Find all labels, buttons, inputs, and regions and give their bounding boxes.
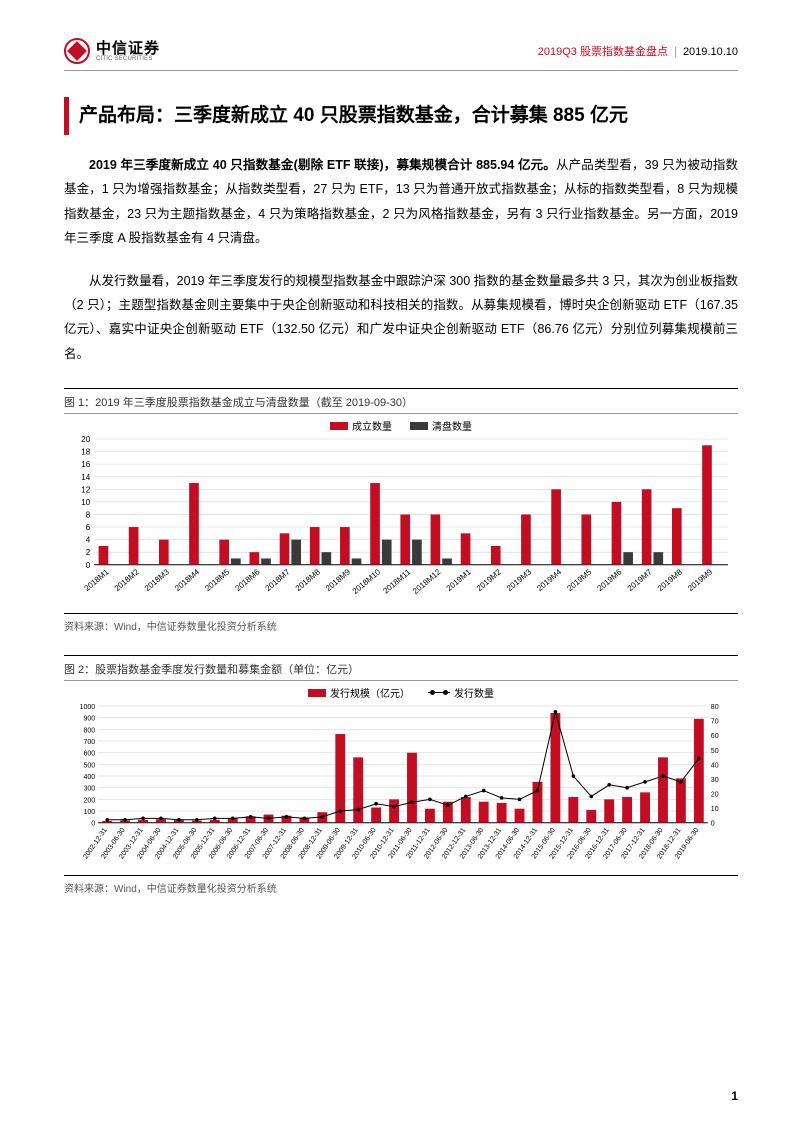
svg-text:2019M1: 2019M1 [445,567,473,593]
svg-text:14: 14 [81,473,90,482]
fig2-chart: 0 100 200 300 400 500 600 700 800 900 1000 0 10 20 30 4… [64,702,738,873]
svg-text:900: 900 [83,716,95,723]
header-meta: 2019Q3 股票指数基金盘点 | 2019.10.10 [538,43,738,59]
svg-text:2019M2: 2019M2 [475,567,503,593]
fig1-chart: 024681012141618202018M12018M22018M32018M… [64,435,738,611]
header-title: 2019Q3 股票指数基金盘点 [538,46,668,58]
svg-text:600: 600 [83,751,95,758]
svg-text:50: 50 [711,748,719,755]
svg-text:4: 4 [86,536,91,545]
svg-text:300: 300 [83,786,95,793]
fig2-source: 资料来源：Wind，中信证券数量化投资分析系统 [64,875,738,895]
svg-text:2: 2 [86,548,91,557]
svg-text:20: 20 [81,435,90,444]
fig2-chart-box: 发行规模（亿元） 发行数量 01002003004005006007008009… [64,680,738,873]
title-accent-bar [64,97,69,135]
svg-text:2018M8: 2018M8 [294,567,322,593]
svg-text:2018M2: 2018M2 [113,567,141,593]
section-title-text: 产品布局：三季度新成立 40 只股票指数基金，合计募集 885 亿元 [79,97,738,135]
svg-text:30: 30 [711,777,719,784]
svg-text:2018M6: 2018M6 [233,567,261,593]
page-header: 中信证券 CITIC SECURITIES 2019Q3 股票指数基金盘点 | … [64,38,738,71]
fig2-legend: 发行规模（亿元） 发行数量 [64,685,738,700]
section-title: 产品布局：三季度新成立 40 只股票指数基金，合计募集 885 亿元 [64,97,738,135]
svg-text:10: 10 [81,498,90,507]
svg-text:70: 70 [711,719,719,726]
para1-bold: 2019 年三季度新成立 40 只指数基金(剔除 ETF 联接)，募集规模合计 … [89,158,556,172]
header-date: 2019.10.10 [683,46,738,58]
svg-text:16: 16 [81,460,90,469]
svg-text:6: 6 [86,523,91,532]
svg-text:2018M9: 2018M9 [324,567,352,593]
logo-icon [64,38,90,64]
svg-text:10: 10 [711,806,719,813]
svg-text:2018M5: 2018M5 [203,567,231,593]
logo-en: CITIC SECURITIES [96,56,160,62]
svg-text:2019M8: 2019M8 [656,567,684,593]
fig1-legend: 成立数量 清盘数量 [64,418,738,433]
page-number: 1 [731,1089,738,1103]
fig2-caption: 图 2：股票指数基金季度发行数量和募集金额（单位：亿元） [64,655,738,680]
legend-label-liquidated: 清盘数量 [432,418,472,433]
svg-text:0: 0 [711,821,715,828]
legend-swatch-established [330,422,348,430]
logo-cn: 中信证券 [96,41,160,56]
svg-text:80: 80 [711,704,719,711]
svg-text:2019M3: 2019M3 [505,567,533,593]
legend-label-count: 发行数量 [454,685,494,700]
svg-text:8: 8 [86,510,91,519]
svg-text:2018M7: 2018M7 [264,567,292,593]
logo: 中信证券 CITIC SECURITIES [64,38,160,64]
svg-text:200: 200 [83,797,95,804]
paragraph-2: 从发行数量看，2019 年三季度发行的规模型指数基金中跟踪沪深 300 指数的基… [64,269,738,367]
svg-text:2019M6: 2019M6 [596,567,624,593]
svg-text:2019M5: 2019M5 [565,567,593,593]
svg-text:800: 800 [83,727,95,734]
fig1-caption: 图 1：2019 年三季度股票指数基金成立与清盘数量（截至 2019-09-30… [64,388,738,413]
svg-text:2019M7: 2019M7 [626,567,654,593]
svg-text:100: 100 [83,809,95,816]
svg-text:60: 60 [711,733,719,740]
legend-label-scale: 发行规模（亿元） [330,685,410,700]
legend-label-established: 成立数量 [352,418,392,433]
svg-text:2018M11: 2018M11 [381,567,412,595]
svg-text:2018M1: 2018M1 [83,567,111,593]
svg-text:40: 40 [711,762,719,769]
svg-text:1000: 1000 [80,704,96,711]
legend-swatch-liquidated [410,422,428,430]
svg-text:2018M3: 2018M3 [143,567,171,593]
fig1-source: 资料来源：Wind，中信证券数量化投资分析系统 [64,613,738,633]
fig1-chart-box: 成立数量 清盘数量 024681012141618202018M12018M22… [64,413,738,611]
paragraph-1: 2019 年三季度新成立 40 只指数基金(剔除 ETF 联接)，募集规模合计 … [64,153,738,251]
svg-text:500: 500 [83,762,95,769]
svg-text:2019M4: 2019M4 [535,567,563,593]
svg-text:18: 18 [81,448,90,457]
svg-text:20: 20 [711,792,719,799]
svg-text:400: 400 [83,774,95,781]
svg-text:12: 12 [81,485,90,494]
legend-swatch-count [428,692,450,693]
svg-text:0: 0 [91,821,95,828]
legend-swatch-scale [308,689,326,697]
svg-text:2018M10: 2018M10 [351,567,383,596]
svg-text:2019M9: 2019M9 [686,567,714,593]
svg-text:2018M4: 2018M4 [173,567,201,593]
svg-text:2018M12: 2018M12 [411,567,443,596]
svg-text:700: 700 [83,739,95,746]
svg-text:0: 0 [86,561,91,570]
